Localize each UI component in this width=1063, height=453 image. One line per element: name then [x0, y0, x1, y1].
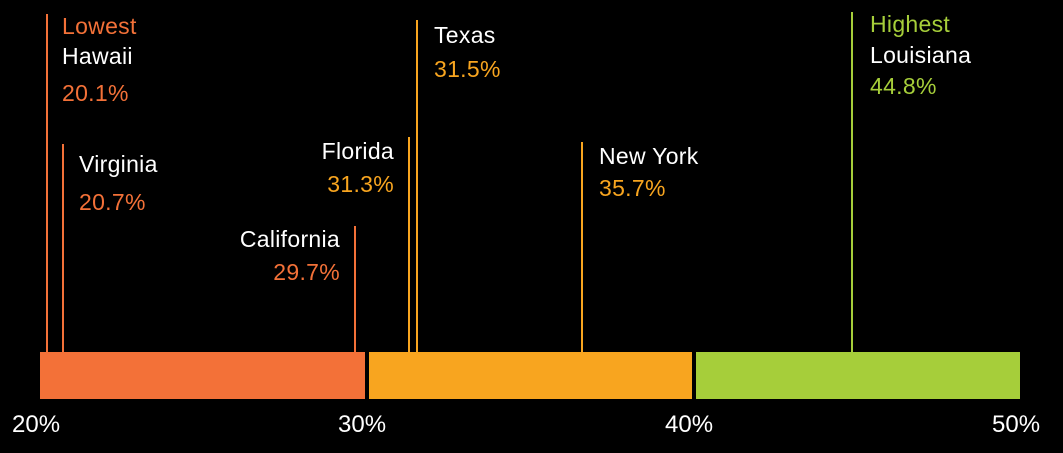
- state-value: 20.7%: [79, 189, 146, 215]
- state-value: 20.1%: [62, 80, 129, 106]
- state-value: 31.5%: [434, 56, 501, 82]
- state-value: 29.7%: [273, 259, 340, 285]
- axis-tick-50: 50%: [992, 411, 1041, 438]
- marker-label-louisiana: Highest Louisiana 44.8%: [870, 9, 971, 102]
- axis-tick-30: 30%: [338, 411, 387, 438]
- state-name: Louisiana: [870, 42, 972, 68]
- marker-label-virginia: Virginia 20.7%: [79, 145, 158, 221]
- marker-label-texas: Texas 31.5%: [434, 18, 501, 86]
- leader-line-florida: [408, 137, 410, 352]
- band-20-30: [40, 352, 365, 399]
- state-name: Virginia: [79, 151, 158, 177]
- leader-line-new-york: [581, 142, 583, 352]
- state-value: 44.8%: [870, 73, 937, 99]
- leader-line-louisiana: [851, 12, 853, 352]
- axis-tick-20: 20%: [12, 411, 61, 438]
- leader-line-virginia: [62, 144, 64, 352]
- marker-label-florida: Florida 31.3%: [322, 135, 394, 201]
- state-name: Hawaii: [62, 43, 133, 69]
- marker-label-california: California 29.7%: [240, 223, 340, 289]
- axis-tick-40: 40%: [665, 411, 714, 438]
- state-name: Florida: [321, 138, 394, 164]
- leader-line-hawaii: [46, 14, 48, 352]
- state-name: California: [239, 226, 340, 252]
- marker-label-hawaii: Lowest Hawaii 20.1%: [62, 11, 137, 108]
- leader-line-california: [354, 226, 356, 352]
- state-value: 35.7%: [599, 175, 666, 201]
- highest-tag: Highest: [870, 11, 951, 37]
- state-name: New York: [599, 143, 699, 169]
- state-value: 31.3%: [327, 171, 394, 197]
- state-name: Texas: [434, 22, 496, 48]
- leader-line-texas: [416, 20, 418, 352]
- marker-label-new-york: New York 35.7%: [599, 140, 699, 204]
- band-30-40: [369, 352, 692, 399]
- lowest-tag: Lowest: [62, 13, 137, 39]
- band-40-50: [696, 352, 1020, 399]
